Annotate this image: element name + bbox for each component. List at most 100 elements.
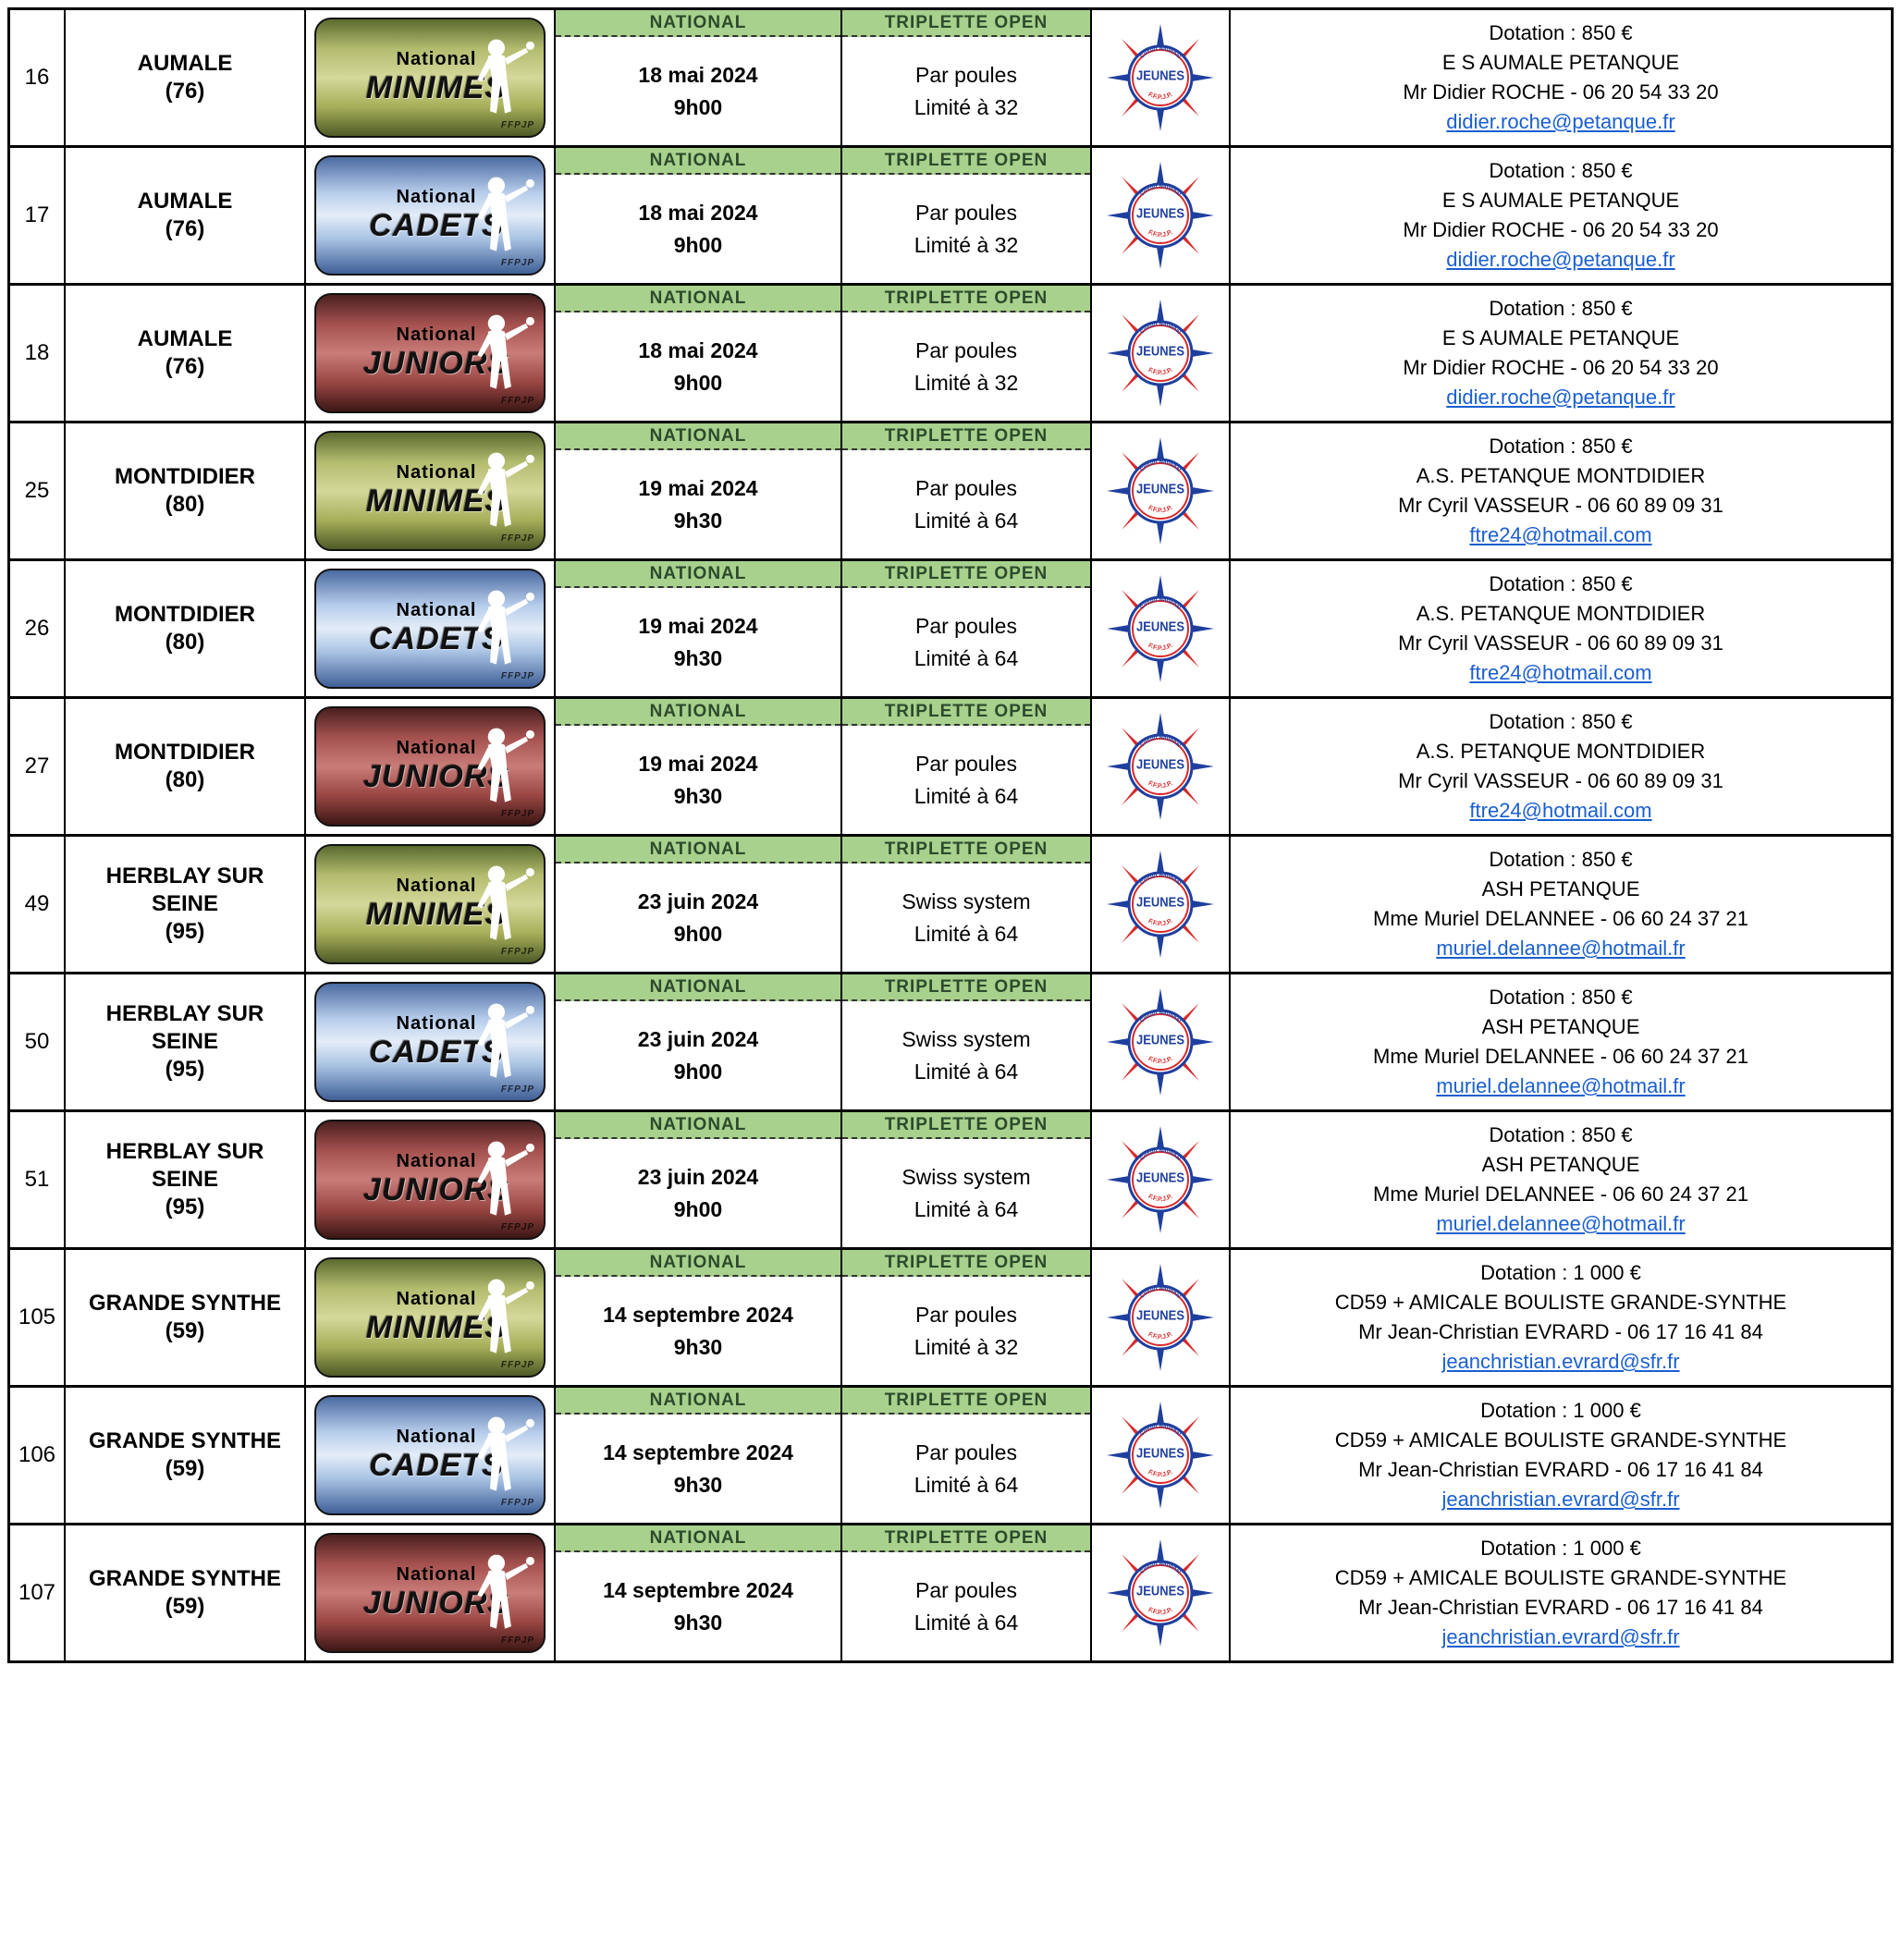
category-badge-cell: NationalCADETSFFPJP xyxy=(306,148,556,283)
row-number: 17 xyxy=(10,148,66,283)
row-number: 18 xyxy=(10,286,66,421)
club-name: ASH PETANQUE xyxy=(1482,1012,1640,1042)
contact-email-link[interactable]: muriel.delannee@hotmail.fr xyxy=(1436,934,1685,963)
info-cell: Dotation : 850 €ASH PETANQUEMme Muriel D… xyxy=(1231,1112,1891,1247)
date-cell: NATIONAL18 mai 20249h00 xyxy=(556,148,842,283)
format-block: Swiss systemLimité à 64 xyxy=(898,1139,1034,1247)
triplette-header: TRIPLETTE OPEN xyxy=(842,561,1090,588)
format-block: Par poulesLimité à 64 xyxy=(911,1552,1023,1660)
table-row: 16AUMALE(76)NationalMINIMESFFPJPNATIONAL… xyxy=(10,10,1891,148)
contact-email-link[interactable]: jeanchristian.evrard@sfr.fr xyxy=(1441,1623,1679,1652)
format-block: Par poulesLimité à 32 xyxy=(911,1277,1023,1385)
jeunes-compass-icon xyxy=(1105,1400,1216,1511)
play-system: Par poules xyxy=(915,1299,1017,1331)
table-row: 26MONTDIDIER(80)NationalCADETSFFPJPNATIO… xyxy=(10,561,1891,699)
format-cell: TRIPLETTE OPENPar poulesLimité à 64 xyxy=(842,699,1092,834)
triplette-header: TRIPLETTE OPEN xyxy=(842,1388,1090,1415)
play-system: Par poules xyxy=(915,59,1017,92)
info-cell: Dotation : 850 €A.S. PETANQUE MONTDIDIER… xyxy=(1231,561,1891,696)
city-cell: AUMALE(76) xyxy=(66,286,306,421)
row-number: 105 xyxy=(10,1250,66,1385)
category-badge-cadets: NationalCADETSFFPJP xyxy=(314,569,546,689)
dotation-text: Dotation : 850 € xyxy=(1489,18,1632,48)
dotation-text: Dotation : 1 000 € xyxy=(1480,1258,1641,1288)
format-cell: TRIPLETTE OPEN Par poulesLimité à 64 xyxy=(842,1388,1092,1523)
category-badge-cell: NationalJUNIORSFFPJP xyxy=(306,286,556,421)
contact-person: Mr Cyril VASSEUR - 06 60 89 09 31 xyxy=(1398,766,1723,796)
contact-person: Mme Muriel DELANNEE - 06 60 24 37 21 xyxy=(1373,1042,1748,1072)
category-badge-cell: NationalJUNIORSFFPJP xyxy=(306,1112,556,1247)
event-date: 23 juin 2024 xyxy=(638,1161,758,1194)
category-badge-minimes: NationalMINIMESFFPJP xyxy=(314,1257,546,1378)
logo-cell xyxy=(1092,148,1231,283)
contact-email-link[interactable]: didier.roche@petanque.fr xyxy=(1446,383,1674,412)
dotation-text: Dotation : 1 000 € xyxy=(1480,1534,1641,1563)
triplette-header: TRIPLETTE OPEN xyxy=(842,974,1090,1001)
event-time: 9h00 xyxy=(674,1056,722,1088)
player-silhouette-icon xyxy=(475,1276,534,1363)
city-name: MONTDIDIER xyxy=(115,739,255,766)
logo-cell xyxy=(1092,837,1231,972)
row-number: 25 xyxy=(10,423,66,558)
club-name: E S AUMALE PETANQUE xyxy=(1442,48,1679,78)
jeunes-compass-icon xyxy=(1105,1537,1216,1648)
event-date: 19 mai 2024 xyxy=(638,610,757,643)
event-time: 9h30 xyxy=(674,505,722,537)
date-cell: NATIONAL14 septembre 20249h30 xyxy=(556,1525,842,1660)
team-limit: Limité à 64 xyxy=(914,918,1019,950)
jeunes-compass-icon xyxy=(1105,986,1216,1097)
logo-cell xyxy=(1092,974,1231,1109)
category-badge-cadets: NationalCADETSFFPJP xyxy=(314,1395,546,1515)
jeunes-compass-icon xyxy=(1105,1124,1216,1235)
triplette-header: TRIPLETTE OPEN xyxy=(842,699,1090,726)
category-badge-juniors: NationalJUNIORSFFPJP xyxy=(314,706,546,827)
triplette-header: TRIPLETTE OPEN xyxy=(842,837,1090,864)
info-cell: Dotation : 850 €ASH PETANQUEMme Muriel D… xyxy=(1231,837,1891,972)
city-cell: GRANDE SYNTHE(59) xyxy=(66,1525,306,1660)
format-cell: TRIPLETTE OPENPar poulesLimité à 32 xyxy=(842,148,1092,283)
table-row: 50HERBLAY SUR SEINE(95)NationalCADETSFFP… xyxy=(10,974,1891,1112)
contact-person: Mr Cyril VASSEUR - 06 60 89 09 31 xyxy=(1398,629,1723,658)
event-time: 9h30 xyxy=(674,643,722,675)
city-dept: (76) xyxy=(166,78,205,105)
category-badge-juniors: NationalJUNIORSFFPJP xyxy=(314,293,546,413)
dotation-text: Dotation : 850 € xyxy=(1489,983,1632,1012)
contact-email-link[interactable]: jeanchristian.evrard@sfr.fr xyxy=(1441,1347,1679,1377)
national-header: NATIONAL xyxy=(556,1112,840,1139)
team-limit: Limité à 64 xyxy=(914,1469,1019,1501)
badge-ffpjp-text: FFPJP xyxy=(501,671,534,681)
team-limit: Limité à 64 xyxy=(914,505,1019,537)
date-cell: NATIONAL23 juin 20249h00 xyxy=(556,1112,842,1247)
contact-email-link[interactable]: ftre24@hotmail.com xyxy=(1469,658,1651,688)
contact-email-link[interactable]: didier.roche@petanque.fr xyxy=(1446,245,1674,275)
triplette-header: TRIPLETTE OPEN xyxy=(842,286,1090,312)
play-system: Swiss system xyxy=(901,886,1030,918)
row-number: 50 xyxy=(10,974,66,1109)
city-cell: HERBLAY SUR SEINE(95) xyxy=(66,974,306,1109)
contact-email-link[interactable]: didier.roche@petanque.fr xyxy=(1446,107,1674,137)
player-silhouette-icon xyxy=(475,1551,534,1638)
contact-email-link[interactable]: jeanchristian.evrard@sfr.fr xyxy=(1441,1485,1679,1514)
event-time: 9h30 xyxy=(674,1331,722,1364)
contact-person: Mme Muriel DELANNEE - 06 60 24 37 21 xyxy=(1373,1180,1748,1209)
player-silhouette-icon xyxy=(475,449,534,536)
play-system: Par poules xyxy=(915,1437,1017,1469)
player-silhouette-icon xyxy=(475,1000,534,1087)
badge-ffpjp-text: FFPJP xyxy=(501,396,534,406)
contact-email-link[interactable]: muriel.delannee@hotmail.fr xyxy=(1436,1209,1685,1239)
event-date: 14 septembre 2024 xyxy=(603,1299,793,1331)
contact-email-link[interactable]: ftre24@hotmail.com xyxy=(1469,796,1651,826)
city-dept: (59) xyxy=(166,1317,205,1345)
club-name: A.S. PETANQUE MONTDIDIER xyxy=(1417,737,1706,766)
date-time-block: 23 juin 20249h00 xyxy=(634,864,762,972)
event-date: 18 mai 2024 xyxy=(638,197,757,229)
contact-email-link[interactable]: muriel.delannee@hotmail.fr xyxy=(1436,1072,1685,1101)
format-cell: TRIPLETTE OPENPar poulesLimité à 64 xyxy=(842,1525,1092,1660)
national-header: NATIONAL xyxy=(556,286,840,312)
national-header: NATIONAL xyxy=(556,1388,840,1415)
category-badge-cadets: NationalCADETSFFPJP xyxy=(314,155,546,276)
info-cell: Dotation : 850 €A.S. PETANQUE MONTDIDIER… xyxy=(1231,423,1891,558)
logo-cell xyxy=(1092,286,1231,421)
contact-email-link[interactable]: ftre24@hotmail.com xyxy=(1469,521,1651,550)
logo-cell xyxy=(1092,1112,1231,1247)
